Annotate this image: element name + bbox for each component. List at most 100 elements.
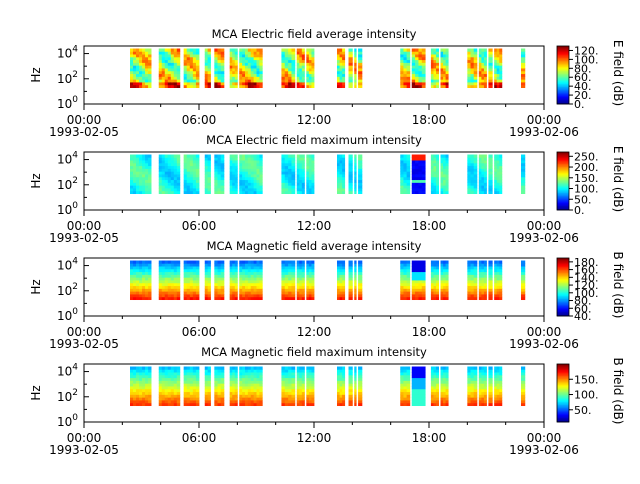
spectrogram-cell	[170, 388, 175, 393]
spectrogram-cell	[473, 285, 478, 289]
spectrogram-cell	[234, 56, 238, 61]
spectrogram-cell	[488, 190, 493, 195]
spectrogram-cell	[306, 285, 310, 289]
spectrogram-cell	[176, 165, 181, 169]
spectrogram-cell	[288, 79, 292, 83]
spectrogram-cell	[234, 294, 238, 298]
spectrogram-cell	[496, 160, 500, 164]
spectrogram-cell	[250, 76, 255, 80]
spectrogram-cell	[288, 263, 292, 267]
spectrogram-cell	[164, 162, 169, 167]
spectrogram-cell	[186, 171, 191, 175]
spectrogram-cell	[167, 48, 172, 52]
spectrogram-cell	[242, 82, 246, 86]
spectrogram-cell	[148, 188, 152, 192]
spectrogram-cell	[354, 171, 357, 175]
spectrogram-cell	[220, 160, 225, 164]
spectrogram-cell	[148, 190, 152, 195]
spectrogram-cell	[242, 280, 246, 284]
spectrogram-cell	[133, 154, 137, 158]
spectrogram-cell	[306, 165, 310, 169]
spectrogram-cell	[281, 288, 286, 292]
spectrogram-cell	[467, 82, 471, 86]
spectrogram-cell	[478, 266, 482, 270]
x-tick-label: 06:00	[182, 325, 217, 339]
spectrogram-cell	[400, 68, 404, 72]
spectrogram-cell	[348, 168, 353, 172]
spectrogram-cell	[183, 377, 188, 381]
spectrogram-cell	[214, 62, 218, 66]
spectrogram-cell	[242, 76, 246, 80]
spectrogram-cell	[176, 369, 181, 373]
spectrogram-cell	[245, 84, 249, 89]
spectrogram-cell	[339, 171, 343, 175]
spectrogram-cell	[192, 65, 197, 69]
spectrogram-cell	[139, 282, 143, 287]
spectrogram-cell	[247, 296, 252, 301]
spectrogram-cell	[339, 188, 343, 192]
spectrogram-cell	[488, 294, 493, 298]
spectrogram-cell	[311, 73, 315, 77]
spectrogram-cell	[234, 366, 238, 370]
spectrogram-cell	[499, 383, 503, 387]
spectrogram-cell	[145, 76, 149, 80]
spectrogram-cell	[354, 394, 357, 398]
spectrogram-cell	[473, 369, 478, 373]
spectrogram-cell	[247, 73, 252, 77]
y-tick-label: 104	[57, 151, 78, 167]
spectrogram-cell	[250, 165, 255, 169]
spectrogram-cell	[306, 82, 310, 86]
spectrogram-cell	[186, 54, 191, 58]
spectrogram-cell	[133, 386, 137, 390]
spectrogram-cell	[296, 185, 300, 189]
spectrogram-cell	[142, 162, 146, 167]
spectrogram-cell	[433, 188, 437, 192]
spectrogram-cell	[299, 291, 303, 295]
spectrogram-cell	[440, 285, 444, 289]
spectrogram-cell	[488, 394, 493, 398]
spectrogram-cell	[207, 266, 211, 270]
spectrogram-cell	[311, 263, 315, 267]
spectrogram-cell	[354, 266, 357, 270]
spectrogram-cell	[478, 157, 482, 161]
spectrogram-cell	[173, 76, 178, 80]
spectrogram-cell	[164, 296, 169, 301]
spectrogram-cell	[204, 274, 209, 278]
spectrogram-cell	[130, 154, 134, 158]
spectrogram-cell	[250, 285, 255, 289]
spectrogram-cell	[183, 179, 188, 183]
spectrogram-cell	[358, 179, 363, 183]
x-tick-label: 00:00	[527, 113, 562, 127]
spectrogram-cell	[239, 160, 243, 164]
spectrogram-cell	[158, 54, 163, 58]
spectrogram-cell	[443, 394, 447, 398]
spectrogram-cell	[481, 268, 485, 273]
spectrogram-cell	[148, 154, 152, 158]
spectrogram-cell	[301, 48, 305, 52]
spectrogram-cell	[164, 65, 169, 69]
spectrogram-cell	[259, 79, 263, 83]
spectrogram-cell	[158, 160, 163, 164]
spectrogram-cell	[443, 266, 447, 270]
spectrogram-cell	[148, 296, 152, 301]
spectrogram-cell	[418, 182, 423, 186]
spectrogram-cell	[173, 84, 178, 89]
spectrogram-cell	[281, 154, 286, 158]
spectrogram-cell	[339, 280, 343, 284]
spectrogram-cell	[170, 383, 175, 387]
spectrogram-cell	[207, 76, 211, 80]
spectrogram-cell	[195, 174, 200, 178]
spectrogram-cell	[348, 263, 353, 267]
spectrogram-cell	[342, 374, 346, 379]
spectrogram-cell	[415, 386, 419, 390]
spectrogram-cell	[499, 402, 503, 407]
spectrogram-cell	[281, 168, 286, 172]
spectrogram-cell	[170, 162, 175, 167]
spectrogram-cell	[145, 266, 149, 270]
spectrogram-cell	[342, 268, 346, 273]
spectrogram-cell	[481, 76, 485, 80]
spectrogram-cell	[173, 383, 178, 387]
spectrogram-cell	[337, 366, 340, 370]
spectrogram-cell	[308, 266, 312, 270]
spectrogram-cell	[259, 171, 263, 175]
